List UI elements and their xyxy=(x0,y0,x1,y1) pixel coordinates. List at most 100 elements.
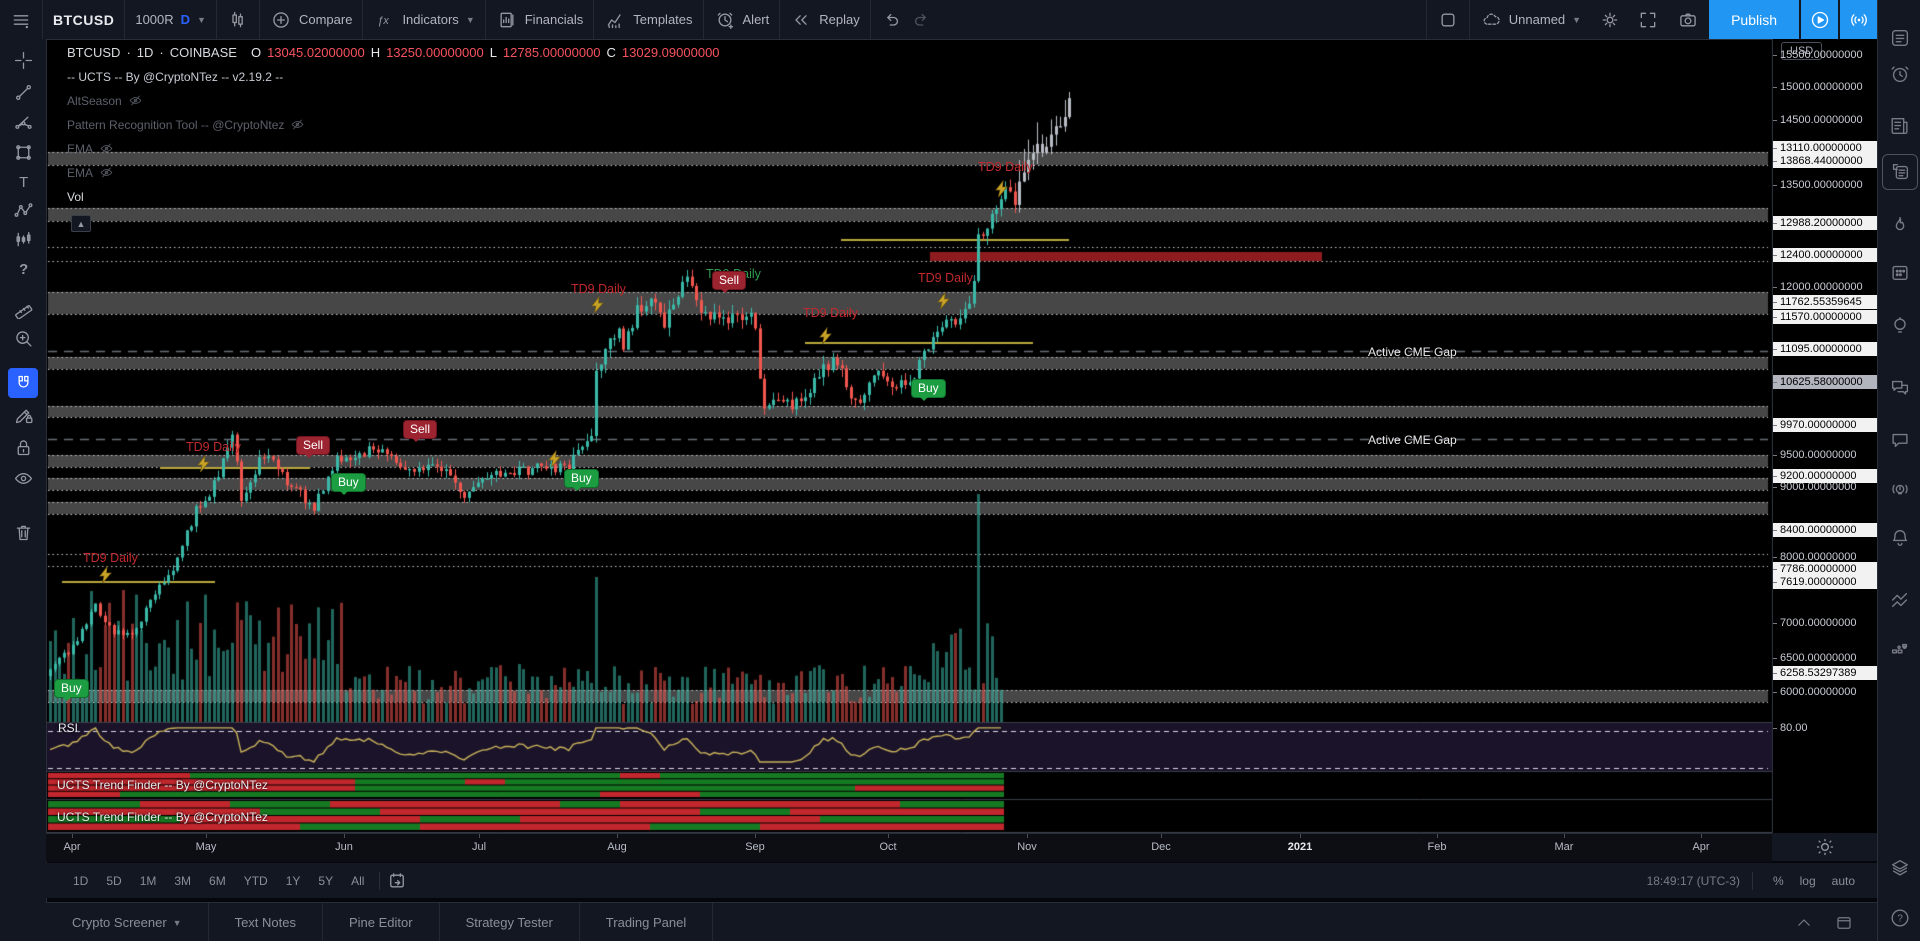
undo-icon[interactable] xyxy=(881,9,903,31)
forecast-tool-icon[interactable] xyxy=(8,224,38,254)
interval-group[interactable]: 1000R D ▼ xyxy=(125,0,217,39)
delete-drawings-icon[interactable] xyxy=(8,517,38,547)
brightness-icon[interactable] xyxy=(1814,836,1836,858)
chevron-down-icon[interactable]: ▼ xyxy=(465,14,475,25)
trend-line-tool-icon[interactable] xyxy=(8,77,38,107)
scale-auto[interactable]: auto xyxy=(1831,873,1855,888)
pitchfork-tool-icon[interactable] xyxy=(8,107,38,137)
chevron-down-icon[interactable]: ▼ xyxy=(197,14,206,25)
chart-style[interactable] xyxy=(217,0,260,39)
help-circle-icon[interactable]: ? xyxy=(1883,901,1917,935)
expand-panel-icon[interactable] xyxy=(1793,912,1815,934)
go-to-date-icon[interactable] xyxy=(386,870,408,892)
crosshair-tool-icon[interactable] xyxy=(8,45,38,75)
templates-button[interactable]: Templates xyxy=(594,0,704,39)
time-axis[interactable]: Apr May Jun Jul Aug Sep Oct Nov Dec 2021 Feb Mar Apr xyxy=(46,833,1772,862)
symbol-name[interactable]: BTCUSD xyxy=(53,11,115,28)
legend-collapse-button[interactable]: ▲ xyxy=(71,215,91,232)
clock[interactable]: 18:49:17 (UTC-3) xyxy=(1646,873,1740,888)
fx-icon[interactable]: ƒx xyxy=(373,9,395,31)
templates-icon[interactable] xyxy=(604,9,626,31)
hotlists-icon[interactable] xyxy=(1883,208,1917,242)
alert-button[interactable]: Alert xyxy=(704,0,781,39)
scale-percent[interactable]: % xyxy=(1772,873,1784,888)
indicator-vol[interactable]: Vol xyxy=(67,189,84,204)
candles-icon[interactable] xyxy=(227,9,249,31)
trend-finder-2-label[interactable]: UCTS Trend Finder -- By @CryptoNTez xyxy=(57,810,268,824)
tab-text-notes[interactable]: Text Notes xyxy=(209,903,323,941)
menu-icon[interactable] xyxy=(10,9,32,31)
indicator-ema-2[interactable]: EMA xyxy=(67,166,720,179)
range-1m[interactable]: 1M xyxy=(139,873,157,888)
hide-all-icon[interactable] xyxy=(8,463,38,493)
news-icon[interactable] xyxy=(1883,109,1917,143)
indicator-ema-1[interactable]: EMA xyxy=(67,142,720,155)
magnet-tool-icon[interactable] xyxy=(8,368,38,398)
interval-d[interactable]: D xyxy=(180,12,191,27)
pattern-tool-icon[interactable] xyxy=(8,195,38,225)
financials-button[interactable]: Financials xyxy=(486,0,595,39)
window-icon[interactable] xyxy=(1833,912,1855,934)
eye-hidden-icon[interactable] xyxy=(290,118,305,131)
range-1y[interactable]: 1Y xyxy=(285,873,301,888)
eye-hidden-icon[interactable] xyxy=(128,94,143,107)
broadcast-button[interactable] xyxy=(1840,0,1877,39)
cloud-icon[interactable] xyxy=(1480,9,1502,31)
range-ytd[interactable]: YTD xyxy=(243,873,268,888)
object-tree-icon[interactable] xyxy=(1883,851,1917,885)
settings-gear-icon[interactable] xyxy=(1599,9,1621,31)
interval-range[interactable]: 1000R xyxy=(135,12,174,27)
help-tool-icon[interactable]: ? xyxy=(8,253,38,283)
tab-strategy-tester[interactable]: Strategy Tester xyxy=(440,903,580,941)
financials-icon[interactable] xyxy=(496,9,518,31)
shapes-tool-icon[interactable] xyxy=(8,137,38,167)
text-tool-icon[interactable]: T xyxy=(8,166,38,196)
eye-hidden-icon[interactable] xyxy=(99,142,114,155)
replay-button[interactable]: Replay xyxy=(780,0,871,39)
chart-canvas[interactable] xyxy=(46,39,1877,833)
tab-trading-panel[interactable]: Trading Panel xyxy=(580,903,714,941)
layout-name[interactable]: Unnamed xyxy=(1508,12,1566,27)
screener-arrows-icon[interactable] xyxy=(1883,583,1917,617)
axis-settings[interactable] xyxy=(1772,833,1877,861)
compare-button[interactable]: Compare xyxy=(260,0,364,39)
streams-icon[interactable] xyxy=(1883,473,1917,507)
redo-icon[interactable] xyxy=(910,9,932,31)
main-menu[interactable] xyxy=(0,0,43,39)
range-5y[interactable]: 5Y xyxy=(318,873,334,888)
cloud-layout[interactable]: Unnamed ▼ xyxy=(1470,0,1591,39)
compare-plus-icon[interactable] xyxy=(270,9,292,31)
ruler-tool-icon[interactable] xyxy=(8,293,38,323)
save-layout-icon[interactable] xyxy=(1437,9,1459,31)
watchlist-icon[interactable] xyxy=(1883,21,1917,55)
chevron-down-icon[interactable]: ▼ xyxy=(1572,14,1582,25)
symbol-search[interactable]: BTCUSD xyxy=(43,0,126,39)
range-3m[interactable]: 3M xyxy=(174,873,192,888)
trend-finder-1-label[interactable]: UCTS Trend Finder -- By @CryptoNTez xyxy=(57,778,268,792)
data-window-icon[interactable] xyxy=(1881,154,1918,190)
calendar-icon[interactable] xyxy=(1883,255,1917,289)
publish-button[interactable]: Publish xyxy=(1709,0,1799,39)
scale-log[interactable]: log xyxy=(1799,873,1816,888)
community-icon[interactable] xyxy=(1883,633,1917,667)
zoom-in-tool-icon[interactable] xyxy=(8,323,38,353)
drawing-lock-icon[interactable] xyxy=(8,400,38,430)
eye-hidden-icon[interactable] xyxy=(99,166,114,179)
legend-title-row[interactable]: BTCUSD · 1D · COINBASE O 13045.02000000 H 13… xyxy=(67,45,720,60)
snapshot-camera-icon[interactable] xyxy=(1677,9,1699,31)
private-chat-icon[interactable] xyxy=(1883,423,1917,457)
public-chat-icon[interactable] xyxy=(1883,371,1917,405)
save-layout[interactable] xyxy=(1425,0,1470,39)
alert-clock-icon[interactable] xyxy=(714,9,736,31)
range-5d[interactable]: 5D xyxy=(106,873,122,888)
play-idea-button[interactable] xyxy=(1801,0,1838,39)
indicator-pattern-tool[interactable]: Pattern Recognition Tool -- @CryptoNtez xyxy=(67,118,720,131)
ideas-icon[interactable] xyxy=(1883,309,1917,343)
indicators-button[interactable]: ƒx Indicators ▼ xyxy=(363,0,486,39)
replay-icon[interactable] xyxy=(790,9,812,31)
fullscreen-icon[interactable] xyxy=(1637,9,1659,31)
rsi-pane-label[interactable]: RSI xyxy=(58,721,79,735)
tab-pine-editor[interactable]: Pine Editor xyxy=(323,903,440,941)
lock-all-icon[interactable] xyxy=(8,432,38,462)
price-axis[interactable]: USD 15500.00000000 15000.00000000 14500.00… xyxy=(1772,39,1878,833)
